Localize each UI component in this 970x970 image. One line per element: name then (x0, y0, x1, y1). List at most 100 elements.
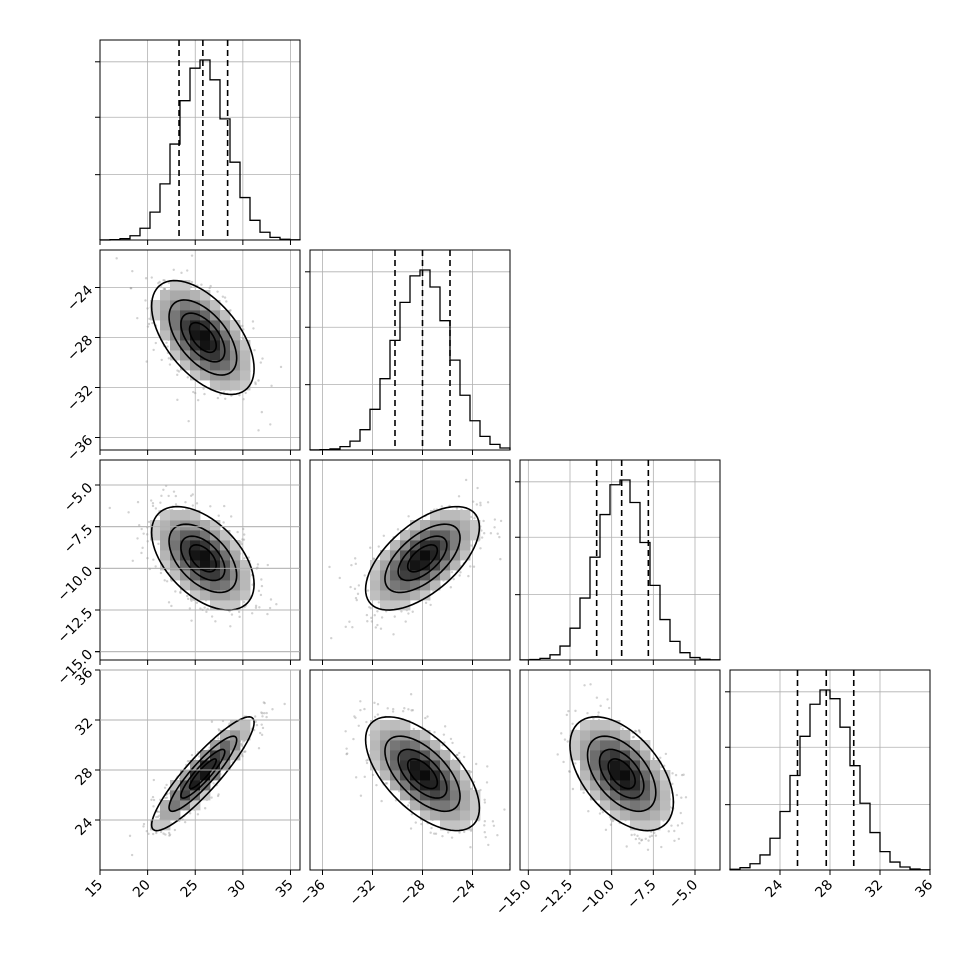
density-cell (230, 330, 241, 341)
density-cell (230, 720, 241, 731)
density-cell (450, 770, 461, 781)
scatter-point (377, 545, 380, 548)
density-cell (450, 540, 461, 551)
scatter-point (503, 808, 506, 811)
scatter-point (556, 753, 559, 756)
density-cell (400, 780, 411, 791)
density-cell (210, 340, 221, 351)
density-cell (170, 520, 181, 531)
scatter-point (251, 583, 254, 586)
scatter-point (152, 805, 155, 808)
scatter-point (257, 589, 261, 593)
density-cell (430, 790, 441, 801)
density-cell (590, 720, 601, 731)
scatter-point (354, 596, 358, 600)
scatter-point (230, 613, 234, 616)
scatter-point (164, 833, 167, 836)
scatter-point (455, 753, 459, 757)
density-cell (640, 790, 651, 801)
x-tick-label: −36 (297, 877, 329, 909)
density-cell (170, 510, 181, 521)
scatter-point (638, 731, 642, 734)
density-cell (220, 360, 231, 371)
scatter-point (633, 729, 637, 733)
density-cell (170, 530, 181, 541)
scatter-point (373, 614, 376, 617)
scatter-point (484, 835, 487, 839)
density-cell (420, 810, 431, 821)
scatter-point (151, 502, 155, 505)
x-tick-label: −5.0 (666, 877, 701, 912)
density-cell (190, 360, 201, 371)
density-cell (170, 320, 181, 331)
scatter-point (147, 520, 151, 524)
density-cell (660, 790, 671, 801)
density-cell (200, 560, 211, 571)
scatter-point (129, 286, 132, 290)
scatter-point (159, 501, 162, 504)
scatter-point (456, 753, 459, 757)
scatter-point (380, 799, 383, 803)
density-cell (420, 730, 431, 741)
scatter-point (410, 813, 414, 816)
scatter-point (636, 834, 639, 838)
contour-3 (607, 758, 636, 790)
scatter-point (653, 831, 656, 835)
density-cell (600, 760, 611, 771)
scatter-point (638, 842, 641, 845)
scatter-point (675, 793, 679, 797)
scatter-point (684, 796, 688, 799)
scatter-point (679, 811, 682, 815)
scatter-point (229, 625, 232, 628)
density-cell (600, 740, 611, 751)
density-cell (220, 740, 231, 751)
x-tick-label: 25 (178, 877, 202, 901)
contour-3 (406, 544, 439, 573)
y-tick-label: 24 (72, 815, 96, 839)
density-cell (590, 740, 601, 751)
density-cell (450, 790, 461, 801)
scatter-point (237, 610, 241, 614)
scatter-point (673, 829, 676, 833)
density-cell (640, 780, 651, 791)
scatter-point (635, 730, 638, 733)
density-cell (610, 730, 621, 741)
scatter-point (159, 830, 163, 834)
scatter-point (571, 722, 574, 725)
scatter-point (243, 557, 246, 560)
scatter-point (469, 770, 473, 774)
scatter-point (275, 603, 278, 606)
scatter-point (131, 269, 134, 273)
y-tick-label: 28 (72, 765, 96, 789)
x-tick-label: −32 (347, 877, 379, 909)
scatter-point (601, 810, 605, 814)
density-cell (170, 780, 181, 791)
hist-panel-1 (305, 249, 511, 455)
density-cell (210, 320, 221, 331)
scatter-point (256, 563, 260, 566)
density-cell (430, 570, 441, 581)
density-cell (150, 530, 161, 541)
density-cell (210, 370, 221, 381)
scatter-point (496, 532, 499, 535)
scatter-point (330, 636, 333, 640)
scatter-point (404, 620, 407, 623)
density-cell (410, 740, 421, 751)
density-cell (610, 780, 621, 791)
density-cell (410, 570, 421, 581)
panel-frame (729, 669, 931, 871)
density-cell (180, 520, 191, 531)
scatter-point (203, 807, 207, 810)
scatter-point (129, 287, 133, 290)
scatter-point (345, 752, 348, 756)
density-cell (240, 570, 251, 581)
density-cell (610, 800, 621, 811)
scatter-point (476, 486, 479, 490)
density-cell (410, 520, 421, 531)
contour-2 (397, 535, 448, 582)
scatter-point (242, 600, 246, 604)
contour-1 (586, 735, 657, 813)
scatter-point (560, 732, 563, 735)
scatter-point (631, 736, 635, 739)
